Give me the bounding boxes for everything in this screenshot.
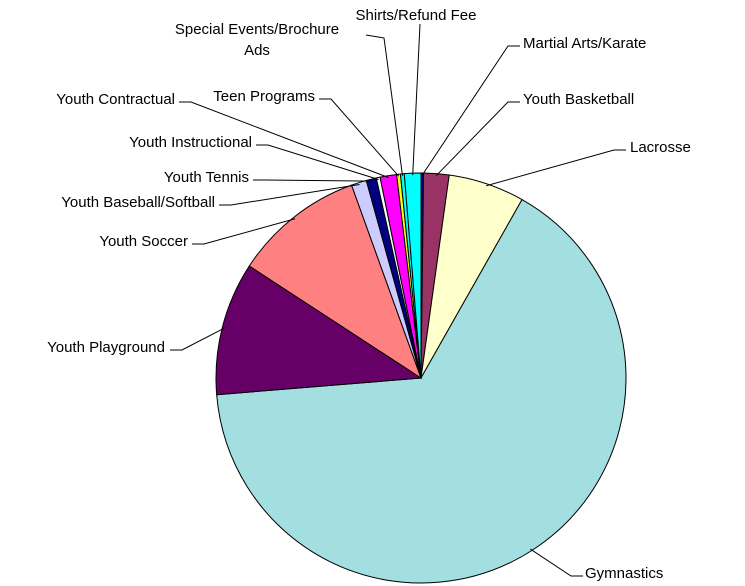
slice-label: Youth Baseball/Softball	[61, 194, 215, 211]
leader-line	[435, 101, 520, 176]
slice-label: Youth Tennis	[164, 169, 249, 186]
slice-label: Special Events/Brochure Ads	[175, 21, 339, 59]
leader-line	[365, 34, 404, 176]
slice-label: Shirts/Refund Fee	[356, 7, 477, 24]
slice-label: Lacrosse	[630, 139, 691, 156]
leader-line	[179, 101, 389, 179]
slice-label: Gymnastics	[585, 565, 663, 582]
slice-label: Teen Programs	[213, 88, 315, 105]
leader-line	[192, 218, 296, 245]
slice-label: Youth Basketball	[523, 91, 634, 108]
pie-slice	[248, 184, 422, 380]
leader-line	[530, 548, 583, 577]
leader-line	[256, 144, 379, 180]
slice-label: Youth Instructional	[129, 134, 252, 151]
slice-label: Youth Contractual	[56, 91, 175, 108]
slice-label: Youth Soccer	[99, 233, 188, 250]
leader-line	[219, 184, 360, 206]
pie-slice	[215, 265, 423, 396]
leader-line	[319, 98, 400, 177]
leader-line	[412, 23, 421, 176]
leader-line	[253, 179, 372, 182]
leader-line	[421, 45, 520, 176]
slice-label: Martial Arts/Karate	[523, 35, 646, 52]
slice-label: Youth Playground	[47, 339, 165, 356]
pie-slice	[216, 198, 627, 584]
leader-line	[170, 327, 225, 351]
leader-line	[486, 149, 626, 187]
